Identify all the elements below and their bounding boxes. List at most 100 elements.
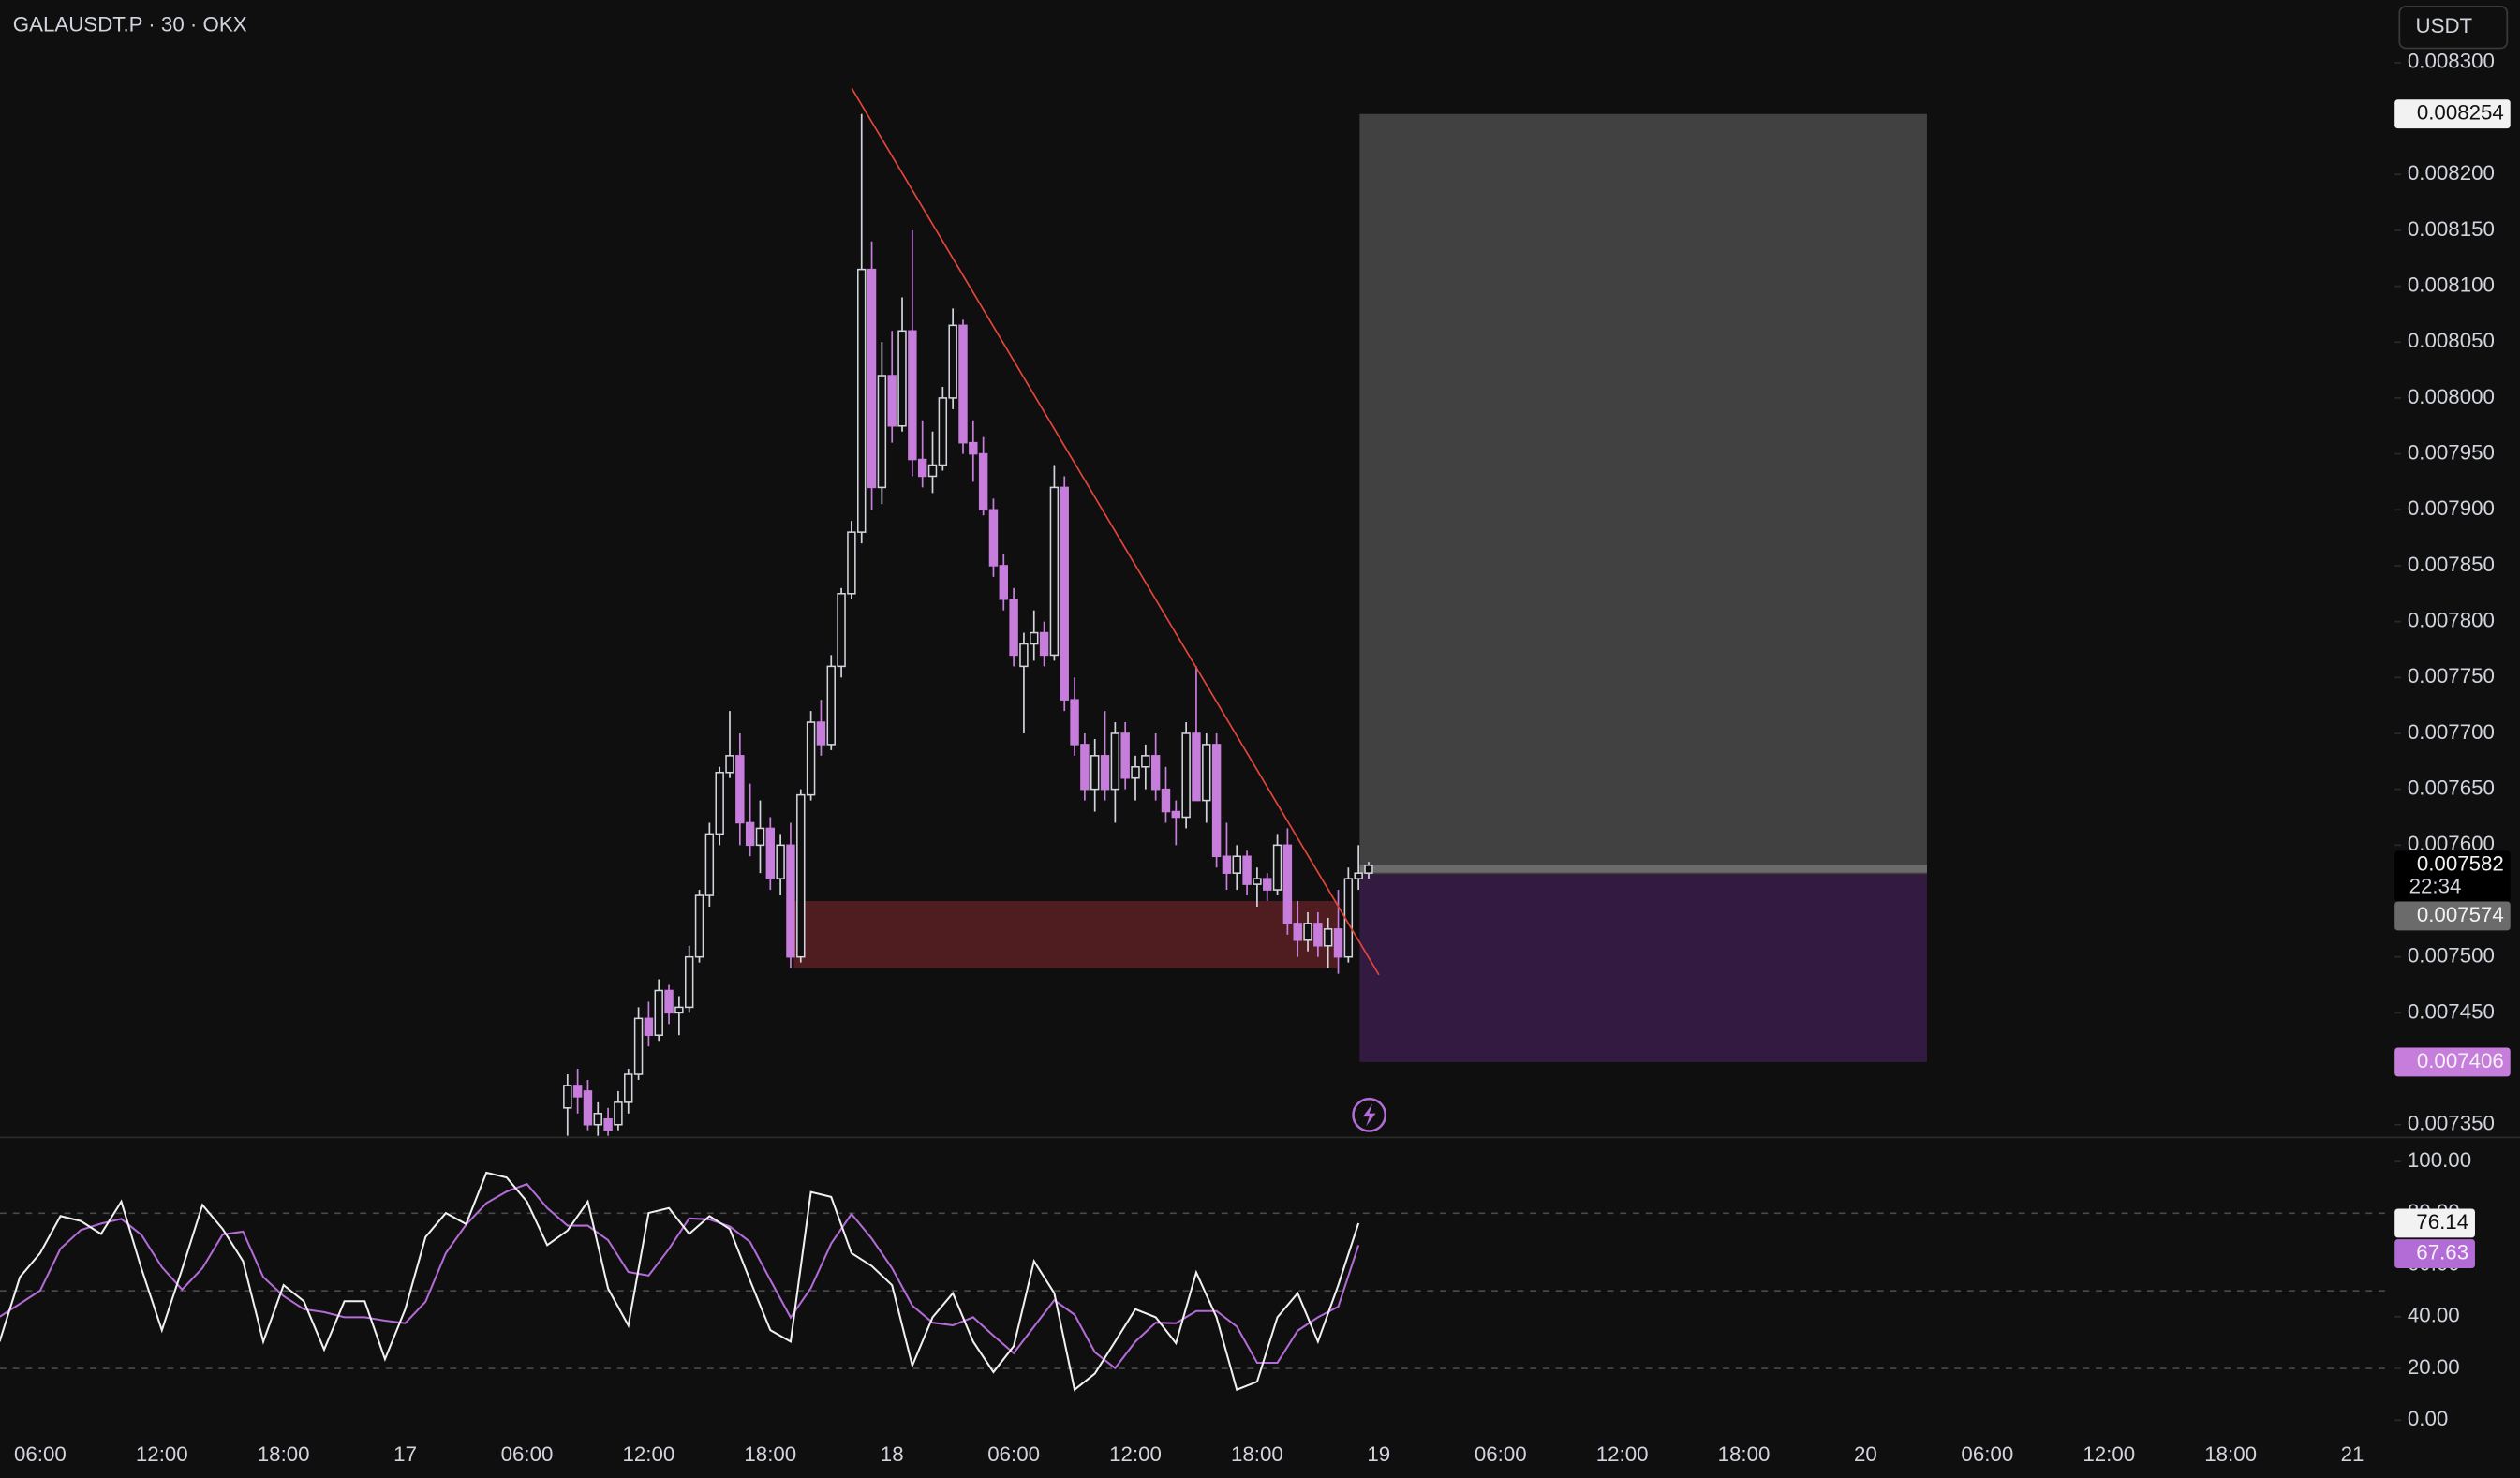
y-tick-label: 0.007850 <box>2408 553 2495 576</box>
candle-body <box>1110 732 1120 791</box>
trendline <box>851 87 1380 976</box>
candle-body <box>765 827 776 879</box>
k-value-label: 76.14 <box>2416 1210 2468 1234</box>
candle-body <box>1070 699 1079 746</box>
k-value-box <box>2394 1208 2475 1238</box>
y-tick-label: 0.008150 <box>2408 217 2495 241</box>
candle-body <box>1131 766 1140 779</box>
candle-body <box>1090 755 1100 791</box>
y-tick-label: 0.00 <box>2408 1407 2448 1430</box>
x-tick-label: 06:00 <box>1475 1442 1527 1466</box>
x-tick-label: 12:00 <box>622 1442 674 1466</box>
x-tick-label: 06:00 <box>501 1442 554 1466</box>
candle-body <box>1272 844 1282 891</box>
candle-body <box>1364 865 1373 874</box>
stop-label: 0.007406 <box>2417 1049 2504 1072</box>
x-tick-label: 18 <box>881 1442 904 1466</box>
candle-body <box>927 464 938 478</box>
y-tick-label: 0.007500 <box>2408 944 2495 968</box>
x-tick-label: 18:00 <box>258 1442 310 1466</box>
y-tick-label: 0.008100 <box>2408 273 2495 296</box>
candle-body <box>897 330 907 427</box>
y-tick-label: 0.008300 <box>2408 50 2495 73</box>
last-price-label: 0.007582 <box>2417 852 2504 876</box>
candle-body <box>1080 744 1090 791</box>
x-tick-label: 17 <box>393 1442 417 1466</box>
x-tick-label: 19 <box>1367 1442 1390 1466</box>
x-tick-label: 18:00 <box>2204 1442 2257 1466</box>
d-value-box <box>2394 1239 2475 1269</box>
candle-body <box>583 1090 593 1126</box>
candle-body <box>867 268 877 489</box>
candle-body <box>1120 732 1130 779</box>
candle-body <box>1192 732 1201 802</box>
candle-body <box>776 844 785 879</box>
candle-body <box>1060 486 1069 701</box>
candle-body <box>563 1085 572 1109</box>
x-tick-label: 06:00 <box>1961 1442 2013 1466</box>
candle-body <box>694 894 704 958</box>
candle-body <box>978 452 988 511</box>
candle-body <box>786 844 795 958</box>
candle-body <box>614 1101 623 1126</box>
x-tick-label: 06:00 <box>14 1442 67 1466</box>
y-tick-label: 100.00 <box>2408 1148 2471 1172</box>
candle-body <box>999 565 1009 600</box>
y-tick-label: 0.007650 <box>2408 776 2495 800</box>
y-tick-label: 20.00 <box>2408 1355 2460 1379</box>
y-tick-label: 0.007950 <box>2408 440 2495 464</box>
currency-button[interactable] <box>2398 6 2509 50</box>
candle-body <box>1171 810 1181 819</box>
candle-body <box>644 1017 654 1037</box>
candle-body <box>1242 855 1252 885</box>
candle-body <box>704 833 715 896</box>
stop-box <box>2394 1047 2511 1077</box>
candle-body <box>847 531 856 595</box>
candle-body <box>1161 788 1171 813</box>
candle-body <box>958 324 968 444</box>
layer-labels: 0.0073500.0074000.0074500.0075000.007550… <box>14 50 2511 1466</box>
candle-body <box>1354 872 1363 879</box>
x-tick-label: 12:00 <box>1109 1442 1162 1466</box>
x-tick-label: 18:00 <box>744 1442 796 1466</box>
y-tick-label: 0.007350 <box>2408 1112 2495 1135</box>
candle-body <box>725 755 734 774</box>
loss-box <box>1359 874 1927 1062</box>
candle-body <box>1253 878 1262 885</box>
candle-body <box>1313 923 1323 947</box>
layer-back <box>0 113 2392 1369</box>
y-tick-label: 0.007800 <box>2408 609 2495 632</box>
candle-body <box>1019 643 1029 668</box>
candle-body <box>1263 878 1272 891</box>
profit-box <box>1359 113 1927 875</box>
candle-body <box>938 397 948 466</box>
candle-body <box>1009 598 1018 657</box>
candle-body <box>745 821 755 847</box>
candle-body <box>1202 744 1211 802</box>
take-profit-box <box>2394 99 2511 129</box>
candle-body <box>1030 631 1039 645</box>
entry-label: 0.007574 <box>2417 903 2504 926</box>
candle-body <box>1323 928 1333 947</box>
candle-body <box>1039 631 1049 657</box>
candle-body <box>674 1006 684 1014</box>
x-tick-label: 20 <box>1854 1442 1877 1466</box>
candle-body <box>988 509 999 567</box>
x-tick-label: 12:00 <box>136 1442 188 1466</box>
d-value-label: 67.63 <box>2416 1240 2468 1264</box>
candle-body <box>603 1117 613 1131</box>
alert-icon[interactable] <box>1352 1097 1387 1132</box>
candle-body <box>715 771 724 835</box>
y-tick-label: 0.008000 <box>2408 385 2495 408</box>
candle-body <box>654 989 663 1037</box>
candle-body <box>917 458 927 478</box>
candle-body <box>1333 928 1343 958</box>
y-tick-label: 0.007900 <box>2408 496 2495 520</box>
currency-label[interactable]: USDT <box>2415 14 2472 37</box>
x-tick-label: 12:00 <box>1596 1442 1649 1466</box>
candle-body <box>1222 855 1232 874</box>
candle-body <box>1181 732 1191 819</box>
candle-body <box>572 1085 583 1098</box>
